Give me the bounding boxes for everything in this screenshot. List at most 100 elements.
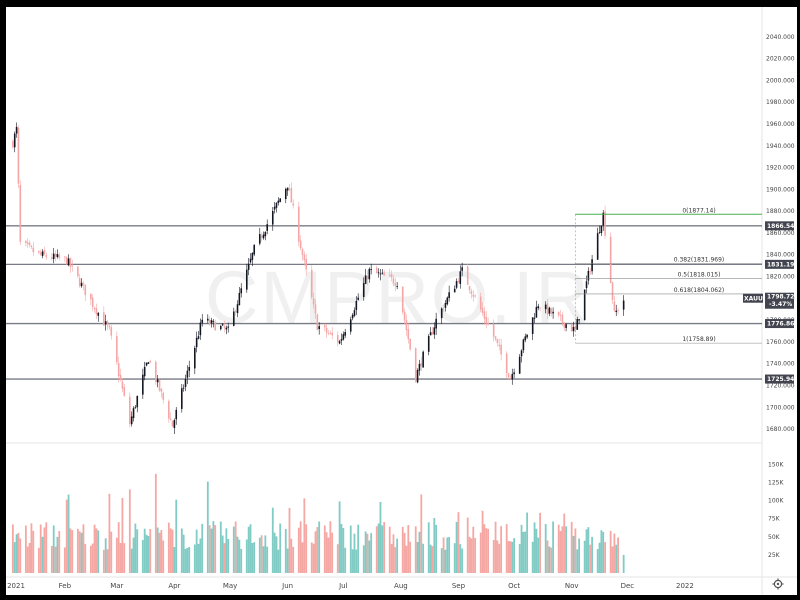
volume-bar xyxy=(56,536,59,573)
candle xyxy=(565,324,567,328)
fib-label: 0.618(1804.062) xyxy=(674,287,725,294)
candle xyxy=(442,308,445,310)
candle xyxy=(407,328,410,340)
volume-bar xyxy=(351,549,354,573)
volume-bar xyxy=(169,528,172,573)
candle xyxy=(496,338,499,344)
volume-bar xyxy=(561,526,564,573)
candle xyxy=(314,304,317,314)
volume-bar xyxy=(420,494,423,573)
volume-bar xyxy=(288,508,291,573)
candle xyxy=(82,283,85,285)
candle xyxy=(210,320,213,324)
candle xyxy=(448,292,450,299)
candle xyxy=(197,336,200,339)
candle xyxy=(234,311,237,313)
candle xyxy=(589,271,592,273)
volume-bar xyxy=(533,522,536,573)
candle xyxy=(260,235,263,238)
volume-bar xyxy=(615,544,618,573)
candle xyxy=(327,333,330,334)
volume-bar xyxy=(505,524,508,573)
volume-bar xyxy=(221,535,224,573)
candle xyxy=(273,206,276,210)
volume-bar xyxy=(357,524,360,573)
candle xyxy=(26,242,29,245)
volume-tick-label: 100K xyxy=(768,498,784,505)
candle xyxy=(271,211,274,225)
candle xyxy=(396,286,398,287)
volume-bar xyxy=(338,501,341,573)
volume-bar xyxy=(509,541,512,573)
y-tick-label: 2020.000 xyxy=(766,56,795,63)
candle xyxy=(119,374,122,381)
volume-bar xyxy=(26,546,29,573)
candle xyxy=(12,141,14,148)
candle xyxy=(602,212,605,226)
candle xyxy=(537,306,540,309)
volume-bar xyxy=(496,540,499,573)
volume-bar xyxy=(167,522,170,573)
y-tick-label: 1720.000 xyxy=(766,383,795,390)
volume-bar xyxy=(41,536,44,573)
volume-tick-label: 125K xyxy=(768,480,784,487)
time-axis[interactable]: 2021 Feb Mar Apr May Jun Jul Aug Sep Oct Nov Dec 202… xyxy=(7,582,694,590)
volume-bar xyxy=(171,529,174,573)
volume-tick-label: 50K xyxy=(768,534,781,541)
volume-bar xyxy=(227,539,230,573)
gear-icon[interactable] xyxy=(772,578,784,590)
candle xyxy=(121,381,124,389)
fib-retracement[interactable]: 0(1877.14) 0.382(1831.969) 0.5(1818.015) 0.… xyxy=(575,207,762,344)
candle xyxy=(28,242,31,246)
volume-bar xyxy=(585,529,588,573)
volume-bar xyxy=(24,525,27,573)
volume-bar xyxy=(119,543,122,573)
candle xyxy=(349,319,352,332)
volume-bar xyxy=(381,525,384,573)
volume-bar xyxy=(201,523,204,573)
candle xyxy=(297,206,300,242)
volume-bar xyxy=(574,528,577,573)
candle xyxy=(550,308,553,314)
candle xyxy=(405,320,408,331)
chart-panel[interactable]: CMPRO.IR 0(1877.14) 0.382(1831.969) 0.5(18… xyxy=(6,7,797,595)
volume-bar xyxy=(544,524,547,573)
volume-bar xyxy=(422,543,425,573)
volume-bar xyxy=(39,524,42,573)
candle xyxy=(474,295,476,297)
volume-bar xyxy=(65,499,68,573)
volume-bar xyxy=(147,536,150,573)
candle xyxy=(240,288,243,294)
candle xyxy=(362,283,365,297)
volume-bar xyxy=(435,524,438,573)
candle xyxy=(466,266,469,285)
candle xyxy=(173,420,176,429)
fib-label: 0(1877.14) xyxy=(682,207,715,214)
volume-bar xyxy=(271,507,274,573)
volume-bar xyxy=(600,530,603,573)
candle xyxy=(84,284,87,296)
volume-bar xyxy=(507,541,510,573)
x-tick-label: Dec xyxy=(621,582,635,590)
candle xyxy=(533,317,536,319)
candle xyxy=(427,335,430,352)
volume-bar xyxy=(327,537,330,573)
candle xyxy=(262,234,265,239)
candle xyxy=(182,387,185,389)
candle xyxy=(136,395,139,408)
candle xyxy=(39,252,42,255)
candle xyxy=(208,319,211,325)
volume-bar xyxy=(275,536,278,573)
volume-bar xyxy=(427,522,430,573)
candle xyxy=(609,236,612,283)
candle xyxy=(375,267,378,274)
candle xyxy=(498,344,501,347)
price-chart[interactable]: CMPRO.IR 0(1877.14) 0.382(1831.969) 0.5(18… xyxy=(6,7,797,595)
volume-bar xyxy=(292,546,295,573)
level-badge-label: 1831.190 xyxy=(767,261,797,268)
y-tick-label: 1960.000 xyxy=(766,121,795,128)
fib-label: 0.382(1831.969) xyxy=(674,256,725,263)
candle xyxy=(420,362,423,367)
volume-bar xyxy=(524,531,527,573)
volume-bar xyxy=(134,523,137,573)
